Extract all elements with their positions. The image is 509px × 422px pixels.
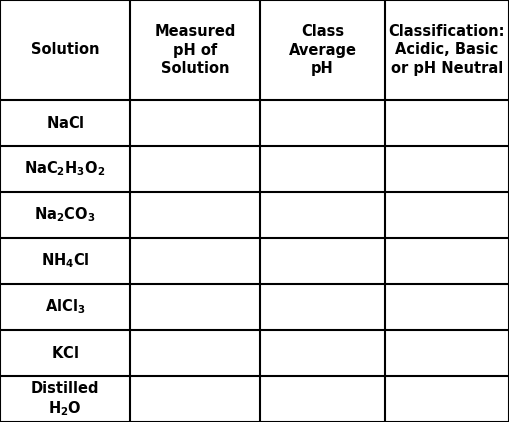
Text: $\mathbf{Na_2CO_3}$: $\mathbf{Na_2CO_3}$ xyxy=(34,206,96,225)
Text: Classification:
Acidic, Basic
or pH Neutral: Classification: Acidic, Basic or pH Neut… xyxy=(389,24,505,76)
Text: $\mathbf{AlCl_3}$: $\mathbf{AlCl_3}$ xyxy=(45,298,85,316)
Text: Solution: Solution xyxy=(31,43,99,57)
Text: $\mathbf{NaCl}$: $\mathbf{NaCl}$ xyxy=(46,115,84,131)
Text: $\mathbf{NH_4Cl}$: $\mathbf{NH_4Cl}$ xyxy=(41,252,90,271)
Text: Measured
pH of
Solution: Measured pH of Solution xyxy=(154,24,236,76)
Text: $\mathbf{NaC_2H_3O_2}$: $\mathbf{NaC_2H_3O_2}$ xyxy=(24,160,106,179)
Text: $\mathbf{H_2O}$: $\mathbf{H_2O}$ xyxy=(48,400,82,419)
Text: $\mathbf{KCl}$: $\mathbf{KCl}$ xyxy=(51,345,79,361)
Text: Distilled: Distilled xyxy=(31,381,99,396)
Text: Class
Average
pH: Class Average pH xyxy=(289,24,356,76)
